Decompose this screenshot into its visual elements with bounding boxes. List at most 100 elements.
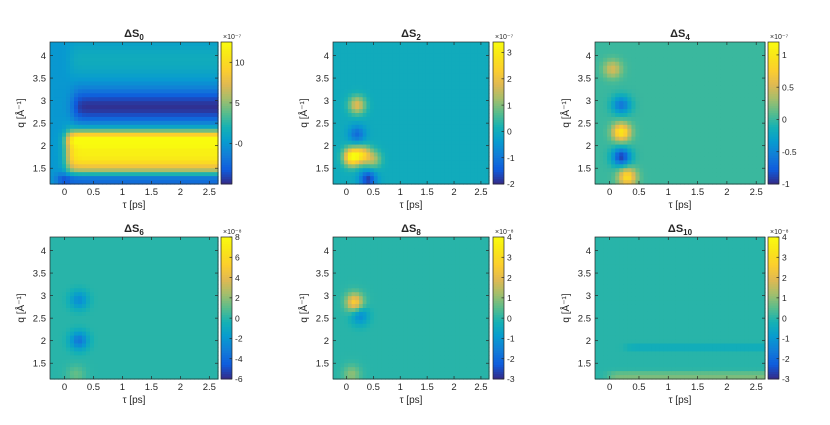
heatmap-cell [150,133,155,138]
heatmap-cell [478,149,482,154]
heatmap-cell [708,105,713,110]
heatmap-cell [94,113,99,118]
heatmap-cell [340,125,344,130]
heatmap-cell [611,78,616,83]
heatmap-cell [470,97,474,102]
heatmap-cell [134,42,139,47]
heatmap-cell [478,156,482,161]
heatmap-cell [54,113,59,118]
heatmap-cell [467,117,471,122]
heatmap-cell [729,156,734,161]
heatmap-cell [378,89,382,94]
heatmap-cell [74,105,79,110]
heatmap-cell [396,160,400,165]
heatmap-cell [418,81,422,86]
heatmap-cell [607,156,612,161]
heatmap-cell [603,105,608,110]
heatmap-cell [640,66,645,71]
heatmap-cell [470,109,474,114]
heatmap-cell [684,160,689,165]
heatmap-cell [478,145,482,150]
panel-title-subscript: 2 [416,33,421,42]
heatmap-cell [437,133,441,138]
heatmap-cell [720,89,725,94]
heatmap-cell [627,125,632,130]
heatmap-cell [737,62,742,67]
heatmap-cell [712,137,717,142]
heatmap-cell [444,78,448,83]
heatmap-cell [452,50,456,55]
heatmap-cell [78,46,83,51]
heatmap-cell [404,156,408,161]
heatmap-cell [470,176,474,181]
heatmap-cell [102,113,107,118]
heatmap-cell [348,105,352,110]
heatmap-cell [363,160,367,165]
heatmap-cell [138,93,143,98]
heatmap-cell [463,125,467,130]
heatmap-cell [86,164,91,169]
heatmap-cell [700,145,705,150]
heatmap-cell [98,93,103,98]
heatmap-cell [627,85,632,90]
heatmap-cell [90,89,95,94]
heatmap-cell [106,97,111,102]
heatmap-cell [437,137,441,142]
heatmap-cell [86,93,91,98]
heatmap-cell [206,93,211,98]
heatmap-cell [98,176,103,181]
heatmap-cell [381,129,385,134]
heatmap-cell [130,156,135,161]
heatmap-cell [102,137,107,142]
heatmap-cell [680,125,685,130]
heatmap-cell [86,78,91,83]
heatmap-cell [737,50,742,55]
heatmap-cell [599,168,604,173]
heatmap-cell [437,152,441,157]
heatmap-cell [607,109,612,114]
heatmap-cell [337,46,341,51]
heatmap-cell [355,42,359,47]
heatmap-cell [186,101,191,106]
heatmap-cell [430,129,434,134]
heatmap-cell [595,129,600,134]
heatmap-cell [166,149,171,154]
heatmap-cell [396,46,400,51]
heatmap-cell [404,93,408,98]
heatmap-cell [198,74,203,79]
heatmap-cell [210,93,215,98]
heatmap-cell [166,97,171,102]
heatmap-cell [627,46,632,51]
heatmap-cell [58,89,63,94]
heatmap-cell [595,74,600,79]
heatmap-cell [355,129,359,134]
heatmap-cell [599,97,604,102]
heatmap-cell [194,62,199,67]
heatmap-cell [374,70,378,75]
heatmap-cell [741,117,746,122]
heatmap-cell [672,81,677,86]
heatmap-cell [433,54,437,59]
heatmap-cell [158,121,163,126]
heatmap-cell [463,160,467,165]
heatmap-cell [430,145,434,150]
heatmap-cell [174,81,179,86]
heatmap-cell [110,117,115,122]
heatmap-cell [467,54,471,59]
heatmap-cell [344,129,348,134]
heatmap-cell [198,81,203,86]
heatmap-cell [749,93,754,98]
heatmap-cell [86,176,91,181]
heatmap-cell [595,101,600,106]
heatmap-cell [692,62,697,67]
heatmap-cell [745,89,750,94]
heatmap-cell [664,42,669,47]
heatmap-cell [142,156,147,161]
heatmap-cell [467,164,471,169]
heatmap-cell [78,164,83,169]
heatmap-cell [370,113,374,118]
heatmap-cell [474,46,478,51]
heatmap-cell [467,85,471,90]
heatmap-cell [680,109,685,114]
heatmap-cell [688,70,693,75]
